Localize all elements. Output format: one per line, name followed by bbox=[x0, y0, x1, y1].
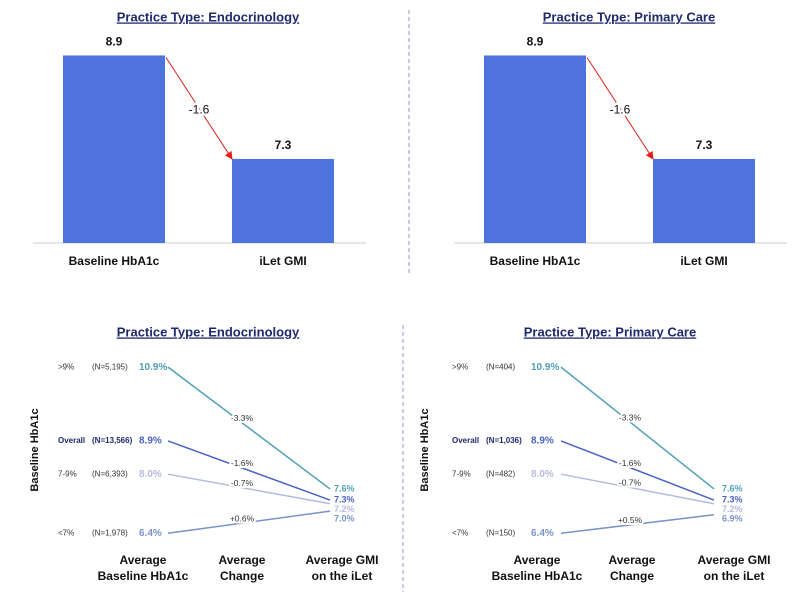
bar bbox=[63, 55, 165, 243]
y-axis-label: Baseline HbA1c bbox=[29, 408, 41, 491]
column-label: on the iLet bbox=[312, 569, 373, 583]
gmi-label: 7.3% bbox=[334, 494, 355, 504]
column-label: Average GMI bbox=[698, 553, 771, 567]
gmi-label: 7.2% bbox=[334, 504, 355, 514]
change-label: +0.5% bbox=[618, 515, 643, 525]
count-label: (N=13,566) bbox=[92, 436, 133, 445]
slope-line bbox=[560, 473, 715, 505]
column-label: Average bbox=[219, 553, 266, 567]
change-label: -3.3% bbox=[619, 412, 642, 422]
column-label: Average GMI bbox=[306, 553, 379, 567]
value-label: 8.9 bbox=[527, 35, 544, 49]
slope-line bbox=[167, 510, 331, 534]
column-label: Change bbox=[610, 569, 654, 583]
bar bbox=[653, 158, 755, 243]
category-label: Overall bbox=[452, 436, 479, 445]
x-tick-label: Baseline HbA1c bbox=[490, 254, 581, 268]
category-label: 7-9% bbox=[452, 469, 471, 478]
baseline-label: 10.9% bbox=[531, 362, 559, 373]
column-label: Baseline HbA1c bbox=[98, 569, 189, 583]
count-label: (N=1,978) bbox=[92, 528, 128, 537]
count-label: (N=6,393) bbox=[92, 469, 128, 478]
change-arrow bbox=[586, 57, 654, 160]
count-label: (N=404) bbox=[486, 362, 515, 371]
baseline-label: 8.9% bbox=[531, 436, 554, 447]
category-label: <7% bbox=[58, 528, 74, 537]
slope-line bbox=[560, 440, 715, 501]
chart-title: Practice Type: Endocrinology bbox=[117, 9, 300, 24]
column-label: Baseline HbA1c bbox=[492, 569, 583, 583]
gmi-label: 7.2% bbox=[722, 504, 743, 514]
change-label: -1.6% bbox=[231, 458, 254, 468]
change-annotation: -1.6 bbox=[610, 102, 631, 116]
value-label: 7.3 bbox=[275, 138, 292, 152]
slope-line bbox=[560, 366, 715, 490]
category-label: Overall bbox=[58, 436, 85, 445]
slope-line bbox=[560, 514, 715, 534]
count-label: (N=482) bbox=[486, 469, 515, 478]
baseline-label: 6.4% bbox=[139, 528, 162, 539]
category-label: >9% bbox=[58, 362, 74, 371]
bar bbox=[484, 55, 586, 243]
change-label: +0.6% bbox=[230, 513, 255, 523]
gmi-label: 7.3% bbox=[722, 494, 743, 504]
change-label: -1.6% bbox=[619, 458, 642, 468]
value-label: 7.3 bbox=[696, 138, 713, 152]
change-annotation: -1.6 bbox=[189, 102, 210, 116]
chart-title: Practice Type: Primary Care bbox=[543, 9, 715, 24]
change-label: -3.3% bbox=[231, 413, 254, 423]
bar bbox=[232, 158, 334, 243]
change-arrow bbox=[165, 57, 233, 160]
change-label: -0.7% bbox=[231, 478, 254, 488]
gmi-label: 6.9% bbox=[722, 513, 743, 523]
gmi-label: 7.6% bbox=[722, 483, 743, 493]
gmi-label: 7.6% bbox=[334, 483, 355, 493]
column-label: Average bbox=[609, 553, 656, 567]
x-tick-label: Baseline HbA1c bbox=[69, 254, 160, 268]
x-tick-label: iLet GMI bbox=[680, 254, 727, 268]
count-label: (N=5,195) bbox=[92, 362, 128, 371]
column-label: on the iLet bbox=[704, 569, 765, 583]
chart-title: Practice Type: Endocrinology bbox=[117, 324, 300, 339]
y-axis-label: Baseline HbA1c bbox=[419, 408, 431, 491]
gmi-label: 7.0% bbox=[334, 513, 355, 523]
column-label: Change bbox=[220, 569, 264, 583]
baseline-label: 10.9% bbox=[139, 362, 167, 373]
column-label: Average bbox=[120, 553, 167, 567]
baseline-label: 8.0% bbox=[139, 469, 162, 480]
value-label: 8.9 bbox=[106, 35, 123, 49]
count-label: (N=1,036) bbox=[486, 436, 522, 445]
x-tick-label: iLet GMI bbox=[259, 254, 306, 268]
category-label: <7% bbox=[452, 528, 468, 537]
slope-line bbox=[167, 366, 331, 490]
chart-title: Practice Type: Primary Care bbox=[524, 324, 696, 339]
change-label: -0.7% bbox=[619, 478, 642, 488]
baseline-label: 6.4% bbox=[531, 528, 554, 539]
column-label: Average bbox=[514, 553, 561, 567]
category-label: >9% bbox=[452, 362, 468, 371]
baseline-label: 8.0% bbox=[531, 469, 554, 480]
count-label: (N=150) bbox=[486, 528, 515, 537]
slope-line bbox=[167, 473, 331, 505]
category-label: 7-9% bbox=[58, 469, 77, 478]
slope-line bbox=[167, 440, 331, 501]
baseline-label: 8.9% bbox=[139, 436, 162, 447]
